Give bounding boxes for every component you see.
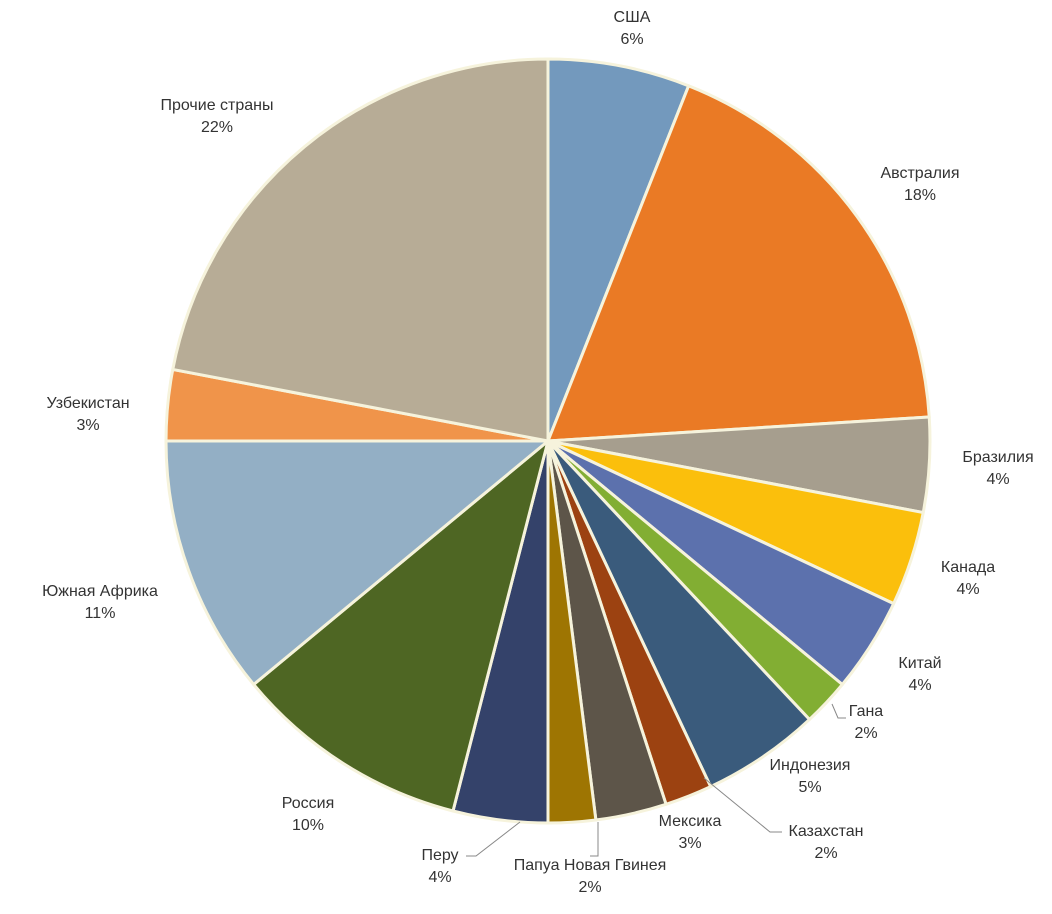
slice-label-10: Папуа Новая Гвинея 2% bbox=[514, 857, 667, 896]
slice-label-3: Бразилия 4% bbox=[962, 449, 1033, 488]
slice-label-percent: 3% bbox=[76, 417, 99, 434]
slice-label-7: Индонезия 5% bbox=[770, 757, 851, 796]
slice-label-percent: 11% bbox=[85, 605, 116, 622]
slice-label-name: Канада bbox=[941, 559, 995, 576]
leader-line-11 bbox=[466, 821, 521, 857]
slice-label-percent: 18% bbox=[904, 187, 936, 204]
slice-label-9: Мексика 3% bbox=[659, 813, 722, 852]
slice-label-percent: 2% bbox=[814, 845, 837, 862]
slice-label-name: Узбекистан bbox=[46, 395, 129, 412]
slice-label-name: Южная Африка bbox=[42, 583, 158, 600]
slice-label-5: Китай 4% bbox=[898, 655, 941, 694]
slice-label-11: Перу 4% bbox=[421, 847, 458, 886]
leader-line-8 bbox=[703, 777, 782, 833]
pie-slice-13 bbox=[164, 439, 550, 686]
pie-slice-2 bbox=[546, 84, 931, 443]
slice-label-percent: 4% bbox=[956, 581, 979, 598]
slice-label-name: Бразилия bbox=[962, 449, 1033, 466]
slice-label-name: Индонезия bbox=[770, 757, 851, 774]
slice-label-13: Южная Африка 11% bbox=[42, 583, 158, 622]
pie-slice-12 bbox=[252, 439, 550, 813]
slice-label-percent: 4% bbox=[908, 677, 931, 694]
slice-label-1: США 6% bbox=[614, 9, 651, 48]
slice-label-name: Перу bbox=[421, 847, 458, 864]
slice-label-name: Австралия bbox=[880, 165, 959, 182]
slice-label-name: Прочие страны bbox=[160, 97, 273, 114]
slice-label-name: Китай bbox=[898, 655, 941, 672]
leader-line-6 bbox=[831, 703, 846, 719]
slice-label-4: Канада 4% bbox=[941, 559, 995, 598]
leader-lines-layer bbox=[466, 703, 846, 857]
slice-label-15: Прочие страны 22% bbox=[160, 97, 273, 136]
slice-label-percent: 22% bbox=[201, 119, 233, 136]
slice-label-percent: 3% bbox=[678, 835, 701, 852]
slice-label-name: Россия bbox=[282, 795, 334, 812]
slice-label-percent: 4% bbox=[986, 471, 1009, 488]
slice-label-14: Узбекистан 3% bbox=[46, 395, 129, 434]
leader-line-10 bbox=[590, 822, 599, 857]
slice-label-name: Казахстан bbox=[789, 823, 864, 840]
slice-label-percent: 4% bbox=[428, 869, 451, 886]
slice-label-percent: 2% bbox=[854, 725, 877, 742]
slice-label-2: Австралия 18% bbox=[880, 165, 959, 204]
slice-label-6: Гана 2% bbox=[849, 703, 884, 742]
pie-slice-1 bbox=[546, 57, 691, 443]
slice-label-name: США bbox=[614, 9, 651, 26]
slice-label-name: Гана bbox=[849, 703, 884, 720]
slice-label-12: Россия 10% bbox=[282, 795, 334, 834]
slice-label-percent: 6% bbox=[620, 31, 643, 48]
slice-label-percent: 5% bbox=[798, 779, 821, 796]
slice-label-name: Мексика bbox=[659, 813, 722, 830]
slice-label-percent: 2% bbox=[578, 879, 601, 896]
labels-layer: США 6%Австралия 18%Бразилия 4%Канада 4%Китай… bbox=[42, 9, 1034, 896]
slices-layer bbox=[164, 57, 932, 825]
slice-label-name: Папуа Новая Гвинея bbox=[514, 857, 667, 874]
pie-slice-15 bbox=[171, 57, 550, 443]
slice-label-8: Казахстан 2% bbox=[789, 823, 864, 862]
slice-label-percent: 10% bbox=[292, 817, 324, 834]
